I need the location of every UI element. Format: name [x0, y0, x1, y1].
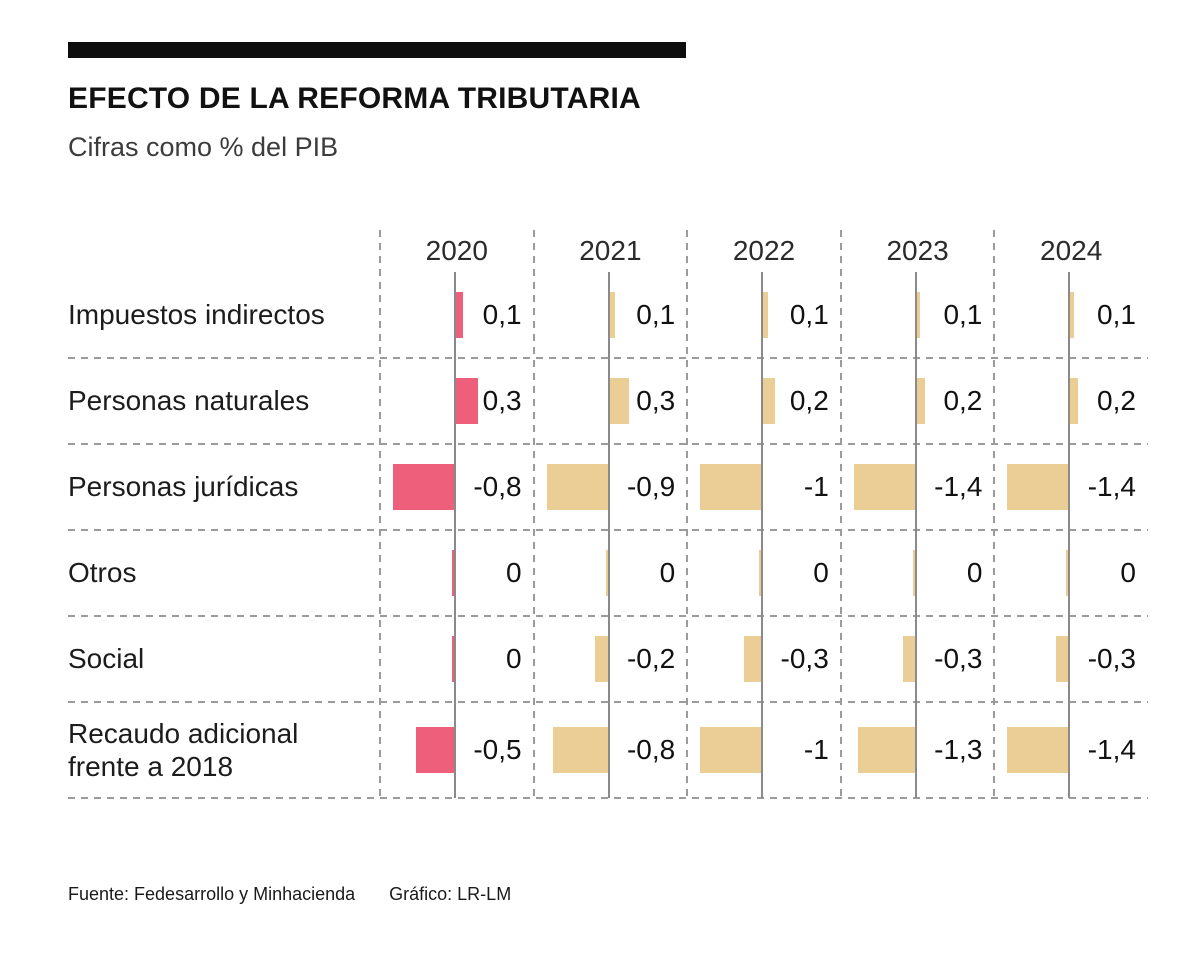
bar: [762, 378, 775, 424]
value-label: -0,3: [1087, 643, 1136, 674]
value-label: 0,1: [636, 299, 676, 330]
zero-axis-line: [914, 272, 917, 798]
row-label: Otros: [68, 557, 137, 589]
bar: [1069, 378, 1079, 424]
year-label: 2020: [425, 235, 488, 266]
column-divider: [532, 230, 535, 798]
column-divider: [839, 230, 842, 798]
bar: [853, 464, 916, 510]
value-label: -0,2: [626, 643, 676, 674]
value-label: 0,1: [943, 299, 983, 330]
value-label: 0: [966, 557, 983, 588]
row-divider: [68, 797, 1148, 799]
graphic-credit: Gráfico: LR-LM: [389, 884, 512, 904]
bar: [608, 292, 616, 338]
accent-bar: [68, 42, 686, 58]
bar: [452, 550, 455, 596]
row-label: Social: [68, 643, 145, 675]
bar: [700, 464, 763, 510]
bar: [912, 550, 916, 596]
value-label: 0: [813, 557, 829, 588]
value-label: -1,4: [934, 471, 983, 502]
footer: Fuente: Fedesarrollo y Minhacienda Gráfic…: [68, 884, 511, 905]
value-label: -1: [803, 471, 829, 502]
value-label: 0: [506, 643, 522, 674]
value-label: 0: [659, 557, 676, 588]
bar: [743, 636, 763, 682]
value-label: 0,1: [789, 299, 829, 330]
value-label: -0,8: [626, 734, 676, 765]
value-label: -0,5: [473, 734, 522, 765]
bar: [759, 550, 763, 596]
bar: [1007, 727, 1070, 773]
bar: [605, 550, 609, 596]
bar: [393, 464, 455, 510]
value-label: -0,3: [780, 643, 829, 674]
value-label: -0,3: [934, 643, 983, 674]
column-divider: [993, 230, 996, 798]
chart-title: EFECTO DE LA REFORMA TRIBUTARIA: [68, 82, 641, 115]
year-label: 2022: [732, 235, 796, 266]
zero-axis-line: [761, 272, 764, 798]
bar: [1066, 550, 1070, 596]
value-label: 0: [506, 557, 522, 588]
bar: [915, 292, 921, 338]
column-divider: [379, 230, 381, 798]
bar: [416, 727, 455, 773]
row-label: Personas naturales: [68, 385, 310, 417]
value-label: 0,3: [482, 385, 522, 416]
year-label: 2023: [886, 235, 949, 266]
value-label: 0,2: [789, 385, 829, 416]
value-label: 0,2: [943, 385, 983, 416]
zero-axis-line: [607, 272, 610, 798]
year-label: 2021: [579, 235, 642, 266]
value-label: -1,3: [934, 734, 983, 765]
bar: [452, 636, 455, 682]
chart-subtitle: Cifras como % del PIB: [68, 132, 339, 162]
value-label: -0,8: [473, 471, 522, 502]
zero-axis-line: [454, 272, 456, 798]
row-label: Recaudo adicional frente a 2018: [68, 717, 299, 782]
bar: [455, 378, 479, 424]
value-label: 0,2: [1097, 385, 1136, 416]
zero-axis-line: [1068, 272, 1071, 798]
bar: [700, 727, 763, 773]
bar: [858, 727, 916, 773]
value-label: -0,9: [626, 471, 676, 502]
bar: [762, 292, 769, 338]
value-label: -1: [803, 734, 829, 765]
source-credit: Fuente: Fedesarrollo y Minhacienda: [68, 884, 356, 904]
bar: [1069, 292, 1074, 338]
bar: [546, 464, 609, 510]
value-label: 0: [1120, 557, 1136, 588]
value-label: -1,4: [1087, 734, 1136, 765]
value-label: 0,1: [482, 299, 522, 330]
year-label: 2024: [1040, 235, 1103, 266]
value-label: -1,4: [1087, 471, 1136, 502]
row-label: Impuestos indirectos: [68, 299, 325, 331]
bar: [553, 727, 609, 773]
bar: [902, 636, 916, 682]
bar: [915, 378, 925, 424]
bar: [594, 636, 609, 682]
bar: [1007, 464, 1070, 510]
bar: [1056, 636, 1070, 682]
value-label: 0,3: [636, 385, 676, 416]
row-label: Personas jurídicas: [68, 471, 299, 503]
value-label: 0,1: [1097, 299, 1136, 330]
bar: [608, 378, 630, 424]
bar: [455, 292, 463, 338]
column-divider: [686, 230, 689, 798]
